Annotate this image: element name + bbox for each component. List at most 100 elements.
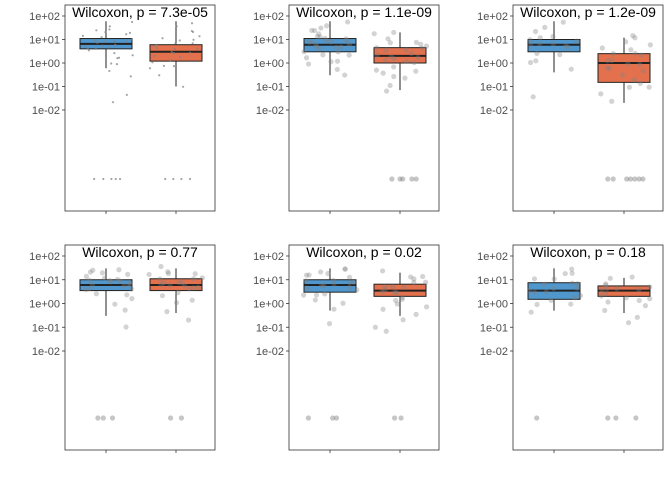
data-point <box>574 285 580 291</box>
data-point <box>86 47 89 50</box>
data-point <box>399 294 405 301</box>
data-point <box>93 291 99 297</box>
data-point <box>101 275 108 281</box>
data-point <box>562 270 568 277</box>
data-point <box>413 311 419 317</box>
data-point <box>334 66 340 73</box>
data-point <box>640 68 646 74</box>
zero-point <box>180 177 183 181</box>
data-point <box>380 70 386 76</box>
data-point <box>104 31 107 34</box>
data-point <box>351 279 357 285</box>
zero-point <box>397 176 403 182</box>
data-point <box>372 324 378 330</box>
data-point <box>642 303 648 309</box>
data-point <box>603 281 609 287</box>
data-point <box>563 43 569 49</box>
data-point <box>574 38 580 44</box>
data-point <box>551 285 557 292</box>
data-point <box>189 297 195 303</box>
data-point <box>113 40 116 43</box>
data-point <box>312 297 318 303</box>
panel-title: Wilcoxon, p = 1.2e-09 <box>520 4 656 20</box>
data-point <box>568 301 574 307</box>
data-point <box>191 42 194 45</box>
data-point <box>543 289 549 295</box>
zero-point <box>389 176 395 182</box>
data-point <box>528 309 534 315</box>
data-point <box>122 307 128 313</box>
data-point <box>125 33 128 36</box>
y-tick-label: 1e-02 <box>256 105 284 117</box>
box <box>597 53 651 83</box>
data-point <box>331 306 337 312</box>
data-point <box>322 35 328 41</box>
data-point <box>89 282 95 288</box>
data-point <box>391 73 397 80</box>
data-point <box>111 101 115 104</box>
y-tick-label: 1e-02 <box>480 105 508 117</box>
data-point <box>90 267 96 273</box>
zero-point <box>172 177 175 181</box>
data-point <box>128 31 132 34</box>
data-point <box>100 36 103 39</box>
panel-4: 1e+02 1e+01 1e+00 1e-01 1e-02 Wilcoxon, p = 0… <box>29 244 216 453</box>
data-point <box>328 39 334 45</box>
data-point <box>158 74 161 77</box>
data-point <box>314 33 321 40</box>
data-point <box>391 64 397 70</box>
data-point <box>346 41 353 47</box>
data-point <box>393 297 399 304</box>
data-point <box>123 324 129 330</box>
data-point <box>167 282 173 288</box>
data-point <box>174 300 180 306</box>
y-tick-label: 1e+01 <box>29 275 60 287</box>
data-point <box>94 39 97 42</box>
data-point <box>389 284 396 290</box>
data-point <box>316 31 322 37</box>
data-point <box>342 266 348 272</box>
data-point <box>117 278 123 284</box>
data-point <box>95 29 98 32</box>
y-tick-label: 1e-01 <box>480 82 508 94</box>
data-point <box>528 41 534 48</box>
data-point <box>602 291 609 297</box>
data-point <box>527 287 533 293</box>
data-point <box>626 84 632 90</box>
data-point <box>625 320 632 326</box>
data-point <box>115 63 119 66</box>
data-point <box>383 47 389 53</box>
data-point <box>114 276 121 283</box>
zero-point <box>392 415 398 421</box>
data-point <box>116 267 122 273</box>
zero-point <box>114 177 117 181</box>
data-point <box>320 52 326 58</box>
data-point <box>108 279 114 285</box>
y-tick-label: 1e+01 <box>477 275 508 287</box>
data-point <box>303 278 309 284</box>
data-point <box>382 287 388 293</box>
data-point <box>599 287 605 293</box>
data-point <box>604 285 610 292</box>
data-point <box>632 35 638 41</box>
data-point <box>607 275 613 281</box>
data-point <box>86 286 92 292</box>
zero-point <box>95 415 101 421</box>
data-point <box>371 31 377 37</box>
data-point <box>400 317 406 323</box>
data-point <box>331 281 337 287</box>
data-point <box>125 271 131 277</box>
panel-1: 1e+02 1e+01 1e+00 1e-01 1e-02 Wilcoxon, p = 7… <box>29 4 216 214</box>
y-tick-label: 1e+02 <box>253 251 284 263</box>
y-tick-label: 1e+01 <box>29 35 60 47</box>
data-point <box>301 292 307 298</box>
zero-point <box>613 415 619 421</box>
data-point <box>551 276 557 282</box>
data-point <box>342 72 348 78</box>
data-point <box>318 25 324 31</box>
data-point <box>346 284 353 291</box>
y-tick-label: 1e-01 <box>256 82 284 94</box>
data-point <box>625 61 631 67</box>
data-point <box>565 44 571 50</box>
